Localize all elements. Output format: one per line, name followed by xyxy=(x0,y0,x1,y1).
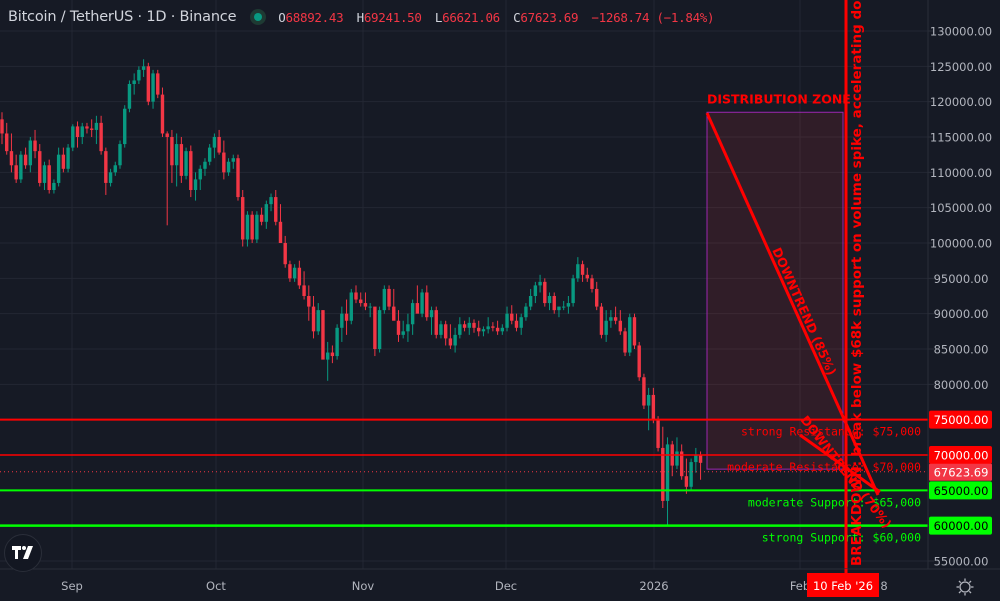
moderate-resistance-axis-tag xyxy=(929,446,992,465)
candlesticks xyxy=(0,59,928,526)
symbol-title[interactable]: Bitcoin / TetherUS · 1D · Binance xyxy=(8,9,237,25)
distribution-zone[interactable]: DISTRIBUTION ZONE xyxy=(706,91,851,470)
moderate-support-label: moderate Support: $65,000 xyxy=(748,495,921,509)
high-value: 69241.50 xyxy=(363,9,422,25)
open-label: O xyxy=(278,9,286,25)
breakdown-label: BREAKDOWN: break below $68k support on v… xyxy=(849,0,865,566)
close-value: 67623.69 xyxy=(520,9,579,25)
svg-text:115000.00: 115000.00 xyxy=(930,131,992,145)
svg-text:105000.00: 105000.00 xyxy=(930,201,992,215)
distribution-zone-box[interactable] xyxy=(706,111,844,470)
time-tick-2026: 2026 xyxy=(639,579,668,593)
low-label: L xyxy=(434,9,443,25)
time-tick-oct: Oct xyxy=(206,579,226,593)
downtrend-70-line[interactable] xyxy=(799,433,881,494)
strong-resistance-axis-tag xyxy=(929,410,992,429)
change-value: −1268.74 (−1.84%) xyxy=(591,9,715,25)
time-axis[interactable]: Sep Oct Nov Dec 2026 Feb 8 10 Feb '26 xyxy=(0,568,1000,600)
time-tick-sep: Sep xyxy=(61,579,83,593)
chart-header: Bitcoin / TetherUS · 1D · Binance O68892… xyxy=(8,6,720,28)
time-tick-dec: Dec xyxy=(495,579,517,593)
market-status-icon xyxy=(250,9,267,25)
moderate-support-axis-tag xyxy=(929,481,992,500)
moderate-resistance-label: moderate Resistance: $70,000 xyxy=(727,460,921,474)
svg-text:125000.00: 125000.00 xyxy=(930,60,992,74)
svg-text:110000.00: 110000.00 xyxy=(930,166,992,180)
svg-text:85000.00: 85000.00 xyxy=(934,343,989,357)
svg-text:70000.00: 70000.00 xyxy=(934,449,989,463)
svg-text:120000.00: 120000.00 xyxy=(930,95,992,109)
ohlc-values: O68892.43 H69241.50 L66621.06 C67623.69 … xyxy=(278,10,720,25)
strong-support-label: strong Support: $60,000 xyxy=(762,531,921,545)
tradingview-logo-icon[interactable] xyxy=(4,534,42,572)
open-value: 68892.43 xyxy=(285,9,344,25)
crosshair-date-tag xyxy=(807,573,879,597)
svg-text:65000.00: 65000.00 xyxy=(934,484,989,498)
gear-icon[interactable] xyxy=(955,577,975,597)
time-tick-feb: Feb xyxy=(790,579,810,593)
price-axis[interactable]: 130000.00 125000.00 120000.00 115000.00 1100… xyxy=(927,0,1000,600)
time-tick-8: 8 xyxy=(880,579,887,593)
low-value: 66621.06 xyxy=(442,9,500,25)
high-label: H xyxy=(356,9,365,25)
strong-support-axis-tag xyxy=(929,516,992,535)
distribution-zone-label: DISTRIBUTION ZONE xyxy=(707,91,851,106)
svg-text:100000.00: 100000.00 xyxy=(930,237,992,251)
svg-text:90000.00: 90000.00 xyxy=(934,307,989,321)
current-price-tag xyxy=(929,463,992,481)
svg-text:130000.00: 130000.00 xyxy=(930,25,992,39)
svg-text:80000.00: 80000.00 xyxy=(934,378,989,392)
strong-resistance-label: strong Resistance: $75,000 xyxy=(741,425,921,439)
svg-text:55000.00: 55000.00 xyxy=(934,555,989,569)
svg-text:60000.00: 60000.00 xyxy=(934,519,989,533)
support-resistance-levels[interactable]: strong Resistance: $75,000 moderate Resis… xyxy=(0,418,928,545)
time-tick-nov: Nov xyxy=(352,579,375,593)
close-label: C xyxy=(513,9,521,25)
downtrend-85-line[interactable] xyxy=(705,112,880,496)
crosshair-date: 10 Feb '26 xyxy=(813,579,873,593)
svg-text:95000.00: 95000.00 xyxy=(934,272,989,286)
current-price-value: 67623.69 xyxy=(934,465,989,479)
breakdown-marker[interactable]: BREAKDOWN: break below $68k support on v… xyxy=(844,0,865,569)
svg-text:75000.00: 75000.00 xyxy=(934,413,989,427)
